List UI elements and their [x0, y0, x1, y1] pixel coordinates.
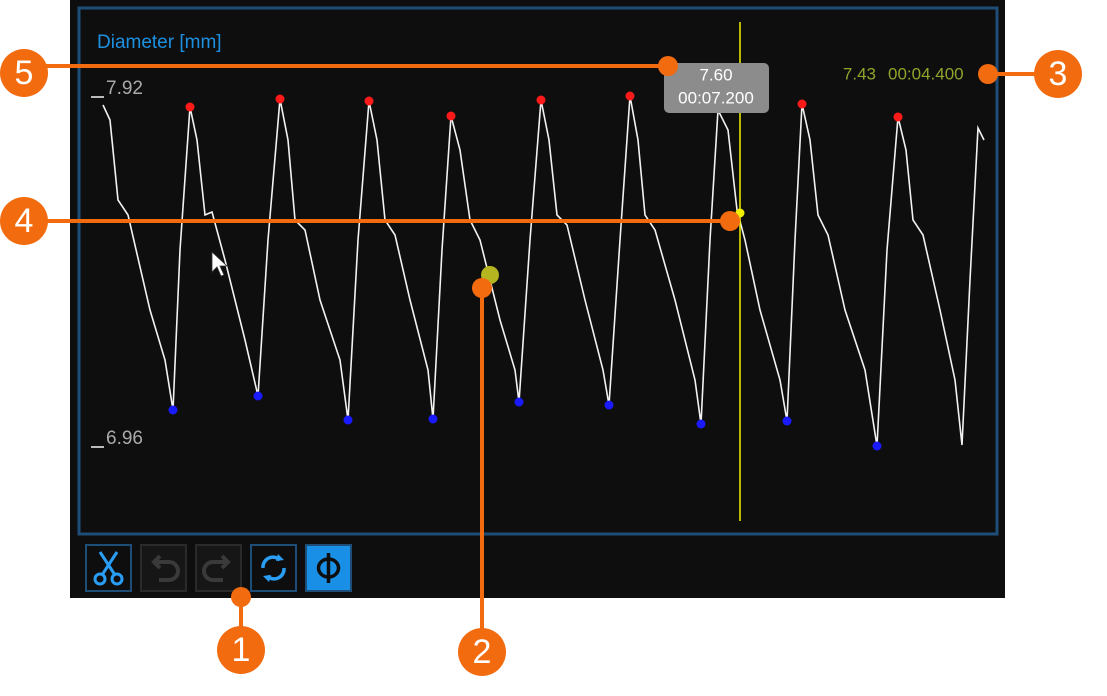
- callout-number: 5: [15, 54, 34, 92]
- tooltip-value: 7.60: [699, 65, 732, 84]
- readout-time: 00:04.400: [888, 64, 964, 83]
- undo-button[interactable]: [140, 544, 187, 592]
- tooltip-time: 00:07.200: [678, 88, 754, 107]
- scale-min-label: 6.96: [106, 428, 143, 449]
- readout-value: 7.43: [843, 64, 876, 83]
- waveform: [102, 95, 985, 447]
- callout-number: 2: [473, 633, 492, 671]
- chart-frame: [77, 6, 999, 536]
- refresh-button[interactable]: [250, 544, 297, 592]
- cut-button[interactable]: [85, 544, 132, 592]
- callout-badges: [0, 49, 1082, 676]
- toolbar: [85, 544, 352, 592]
- chart-title: Diameter [mm]: [97, 32, 222, 53]
- callout-anchors: [231, 56, 998, 607]
- mouse-cursor: [211, 251, 229, 277]
- callout-number: 4: [15, 202, 34, 240]
- trough-markers: [168, 391, 882, 451]
- tooltip: [664, 63, 769, 113]
- callout-number: 1: [232, 631, 251, 669]
- scale-max-label: 7.92: [106, 78, 143, 99]
- callout-number: 3: [1049, 55, 1068, 93]
- peak-markers: [185, 91, 903, 122]
- redo-button[interactable]: [195, 544, 242, 592]
- phase-button[interactable]: [305, 544, 352, 592]
